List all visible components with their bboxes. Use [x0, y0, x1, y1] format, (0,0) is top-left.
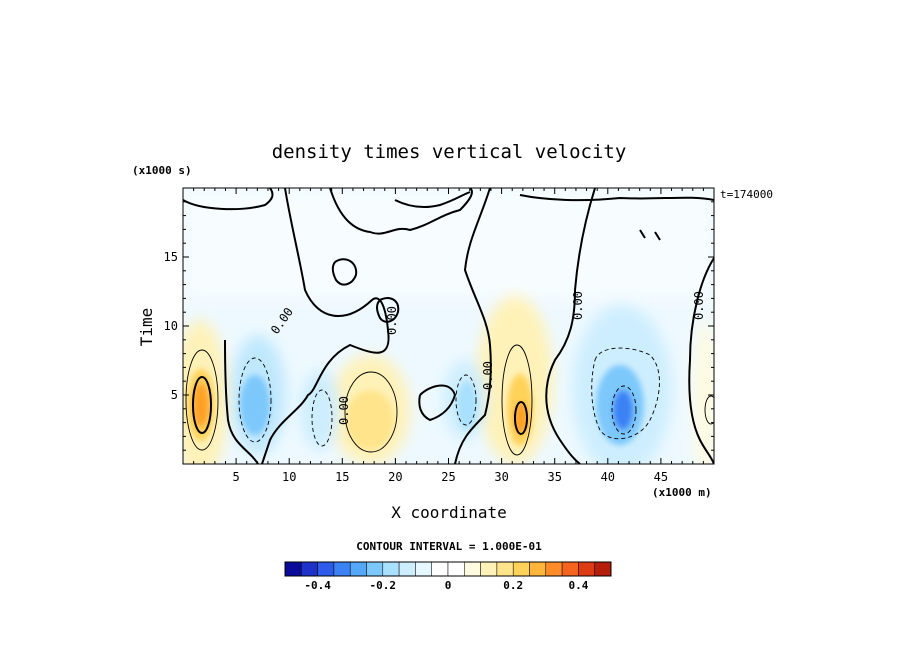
colorbar-swatch: [529, 561, 547, 577]
colorbar-tick-label: -0.4: [304, 579, 331, 592]
colorbar-swatch: [545, 561, 563, 577]
y-axis: 5 10 15: [164, 201, 714, 451]
contour-label: 0.00: [692, 291, 706, 320]
negative-contours: [238, 347, 660, 447]
negative-region: [300, 370, 340, 450]
contour-labels: 0.00 0.00 0.00 0.00 0.00 0.00: [268, 291, 706, 425]
y-tick-label: 15: [164, 250, 178, 264]
x-tick-label: 35: [547, 470, 561, 484]
colorbar-tick-label: 0: [445, 579, 452, 592]
x-tick-label: 10: [282, 470, 296, 484]
x-tick-label: 15: [335, 470, 349, 484]
x-unit-label: (x1000 m): [652, 486, 712, 499]
colorbar-swatch: [317, 561, 335, 577]
colorbar-swatch: [447, 561, 465, 577]
y-tick-label: 10: [164, 319, 178, 333]
colorbar-swatch: [561, 561, 579, 577]
colorbar-tick-label: -0.2: [370, 579, 397, 592]
colorbar-swatch: [398, 561, 416, 577]
colorbar-swatch: [366, 561, 384, 577]
colorbar-frame: [284, 561, 612, 577]
x-tick-label: 25: [441, 470, 455, 484]
x-axis: 5 10 15 20 25 30 35 40 45: [193, 188, 704, 484]
colorbar-tick-label: 0.4: [568, 579, 588, 592]
colorbar-swatch: [349, 561, 367, 577]
x-tick-label: 40: [601, 470, 615, 484]
zero-contours: [183, 188, 714, 464]
colorbar-ticks: -0.4 -0.2 0 0.2 0.4: [304, 579, 588, 592]
colorbar-tick-label: 0.2: [503, 579, 523, 592]
colorbar-swatch: [578, 561, 595, 577]
positive-region: [693, 320, 714, 464]
y-tick-label: 5: [171, 388, 178, 402]
chart-title: density times vertical velocity: [272, 141, 627, 163]
colorbar-swatch: [431, 561, 449, 577]
colorbar-swatch: [382, 561, 400, 577]
colorbar-swatch: [415, 561, 432, 577]
colorbar-swatch: [464, 561, 481, 577]
strong-positive-contours: [192, 376, 528, 435]
contour-label: 0.00: [337, 396, 351, 425]
time-stamp: t=174000: [720, 188, 773, 201]
x-tick-label: 45: [654, 470, 668, 484]
colorbar-swatch: [333, 561, 351, 577]
x-tick-label: 20: [388, 470, 402, 484]
contour-label: 0.00: [385, 306, 399, 335]
colorbar-swatch: [496, 561, 514, 577]
contour-interval-text: CONTOUR INTERVAL = 1.000E-01: [356, 540, 542, 553]
x-tick-label: 30: [494, 470, 508, 484]
y-unit-label: (x1000 s): [132, 164, 192, 177]
positive-contours: [185, 344, 714, 456]
colorbar-swatch: [512, 561, 530, 577]
contour-label: 0.00: [571, 291, 585, 320]
colorbar: [284, 561, 612, 577]
contour-label: 0.00: [481, 361, 495, 390]
colorbar-swatch: [301, 561, 318, 577]
colorbar-swatch: [480, 561, 498, 577]
colorbar-swatch: [594, 561, 612, 577]
x-axis-label: X coordinate: [391, 503, 507, 522]
plot-area: 0.00 0.00 0.00 0.00 0.00 0.00: [182, 187, 715, 465]
y-axis-label: Time: [137, 308, 156, 347]
colorbar-swatch: [284, 561, 302, 577]
x-tick-label: 5: [232, 470, 239, 484]
